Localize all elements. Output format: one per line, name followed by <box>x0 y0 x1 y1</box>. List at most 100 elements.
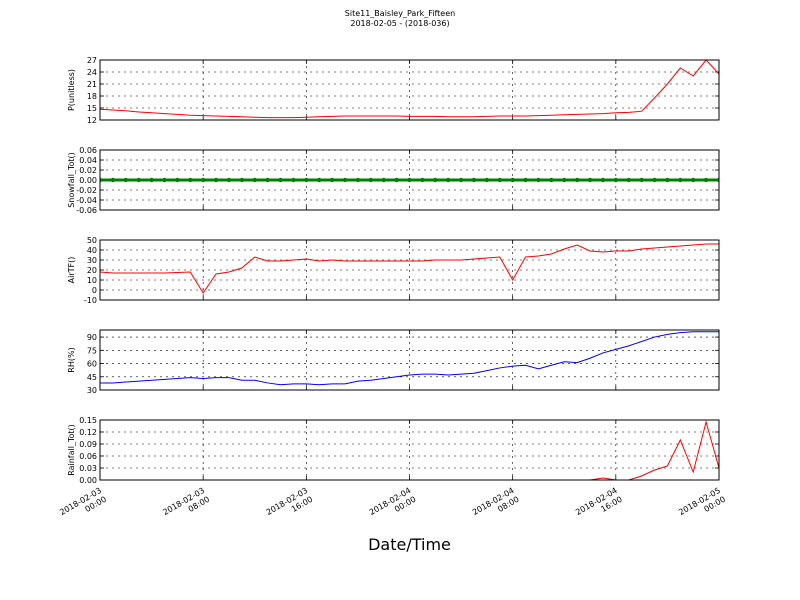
y-tick-label: 50 <box>87 236 97 245</box>
y-tick-label: 10 <box>87 276 97 285</box>
data-point <box>252 177 257 183</box>
data-point <box>703 177 709 183</box>
axes-frame <box>99 239 720 301</box>
data-point <box>149 177 154 183</box>
data-point <box>381 177 386 183</box>
data-point <box>691 177 696 183</box>
y-tick-label: 0.04 <box>79 156 97 165</box>
data-point <box>652 177 657 183</box>
x-tick-label: 2018-02-03 08:00 <box>161 486 211 526</box>
data-point <box>123 177 128 183</box>
data-point <box>626 177 631 183</box>
y-tick-label: -0.02 <box>76 186 97 195</box>
y-tick-label: 15 <box>87 104 97 113</box>
x-axis-label: Date/Time <box>368 535 451 554</box>
x-tick-label: 2018-02-03 16:00 <box>265 486 315 526</box>
y-tick-label: 18 <box>87 92 97 101</box>
y-tick-label: 24 <box>87 68 97 77</box>
data-point <box>716 177 719 183</box>
data-point <box>188 177 193 183</box>
data-point <box>600 177 606 183</box>
x-tick-label: 2018-02-04 16:00 <box>574 486 624 526</box>
plot-area <box>100 243 719 294</box>
data-point <box>291 177 296 183</box>
y-tick-label: 0.09 <box>79 440 97 449</box>
data-point <box>433 177 438 183</box>
y-tick-label: 0 <box>92 286 97 295</box>
data-point <box>278 177 283 183</box>
y-axis-label: P(unitless) <box>67 69 76 111</box>
data-point <box>665 177 670 183</box>
axes-frame <box>99 419 720 481</box>
plot-area <box>100 331 719 386</box>
y-tick-label: 0.12 <box>79 428 97 437</box>
data-point <box>304 177 309 183</box>
data-point <box>574 177 580 183</box>
data-point <box>407 177 412 183</box>
axes-frame <box>99 329 720 391</box>
data-point <box>100 177 103 183</box>
data-line <box>100 60 719 119</box>
data-point <box>239 177 245 183</box>
y-tick-label: 75 <box>87 346 97 355</box>
data-point <box>110 177 116 183</box>
y-tick-label: 0.00 <box>79 176 97 185</box>
y-tick-label: 0.03 <box>79 464 97 473</box>
y-tick-label: 27 <box>87 56 97 65</box>
y-axis-label: Snowfall_Tot() <box>67 152 76 208</box>
data-point <box>226 177 232 183</box>
y-tick-label: 0.06 <box>79 452 97 461</box>
data-point <box>329 177 335 183</box>
y-tick-label: 0.00 <box>79 476 97 485</box>
chart-subtitle: 2018-02-05 - (2018-036) <box>350 19 449 28</box>
data-point <box>445 177 451 183</box>
data-point <box>317 177 322 183</box>
data-point <box>458 177 464 183</box>
y-tick-label: 45 <box>87 373 97 382</box>
data-line <box>100 331 719 386</box>
y-tick-label: -10 <box>84 296 97 305</box>
data-point <box>136 177 141 183</box>
data-point <box>265 177 270 183</box>
data-point <box>471 177 477 183</box>
y-tick-label: 40 <box>87 246 97 255</box>
data-point <box>523 177 528 183</box>
data-point <box>613 177 619 183</box>
data-point <box>639 177 644 183</box>
data-line <box>100 243 719 294</box>
y-tick-label: 20 <box>87 266 97 275</box>
y-tick-label: 90 <box>87 333 97 342</box>
y-tick-label: 30 <box>87 256 97 265</box>
data-point <box>562 177 567 183</box>
y-tick-label: 12 <box>87 116 97 125</box>
data-point <box>484 177 490 183</box>
y-tick-label: 0.06 <box>79 146 97 155</box>
data-point <box>175 177 180 183</box>
y-tick-label: -0.06 <box>76 206 97 215</box>
chart-title: Site11_Baisley_Park_Fifteen <box>345 9 455 18</box>
y-tick-label: 30 <box>87 386 97 395</box>
data-point <box>549 177 554 183</box>
data-point <box>213 177 219 183</box>
data-point <box>368 177 374 183</box>
data-point <box>420 177 425 183</box>
y-axis-label: Rainfall_Tot() <box>67 424 76 476</box>
data-point <box>678 177 683 183</box>
y-tick-label: 60 <box>87 360 97 369</box>
data-point <box>355 177 361 183</box>
y-tick-label: 21 <box>87 80 97 89</box>
x-tick-label: 2018-02-05 00:00 <box>677 486 727 526</box>
y-tick-label: 0.02 <box>79 166 97 175</box>
y-axis-label: AirTF() <box>67 257 76 284</box>
data-point <box>510 177 515 183</box>
axes-frame <box>99 59 720 121</box>
x-tick-label: 2018-02-03 00:00 <box>58 486 108 526</box>
x-tick-label: 2018-02-04 08:00 <box>471 486 521 526</box>
data-point <box>342 177 348 183</box>
plot-area <box>100 177 719 183</box>
data-point <box>536 177 541 183</box>
data-point <box>394 177 399 183</box>
axes-frame <box>99 149 720 211</box>
data-point <box>497 177 502 183</box>
